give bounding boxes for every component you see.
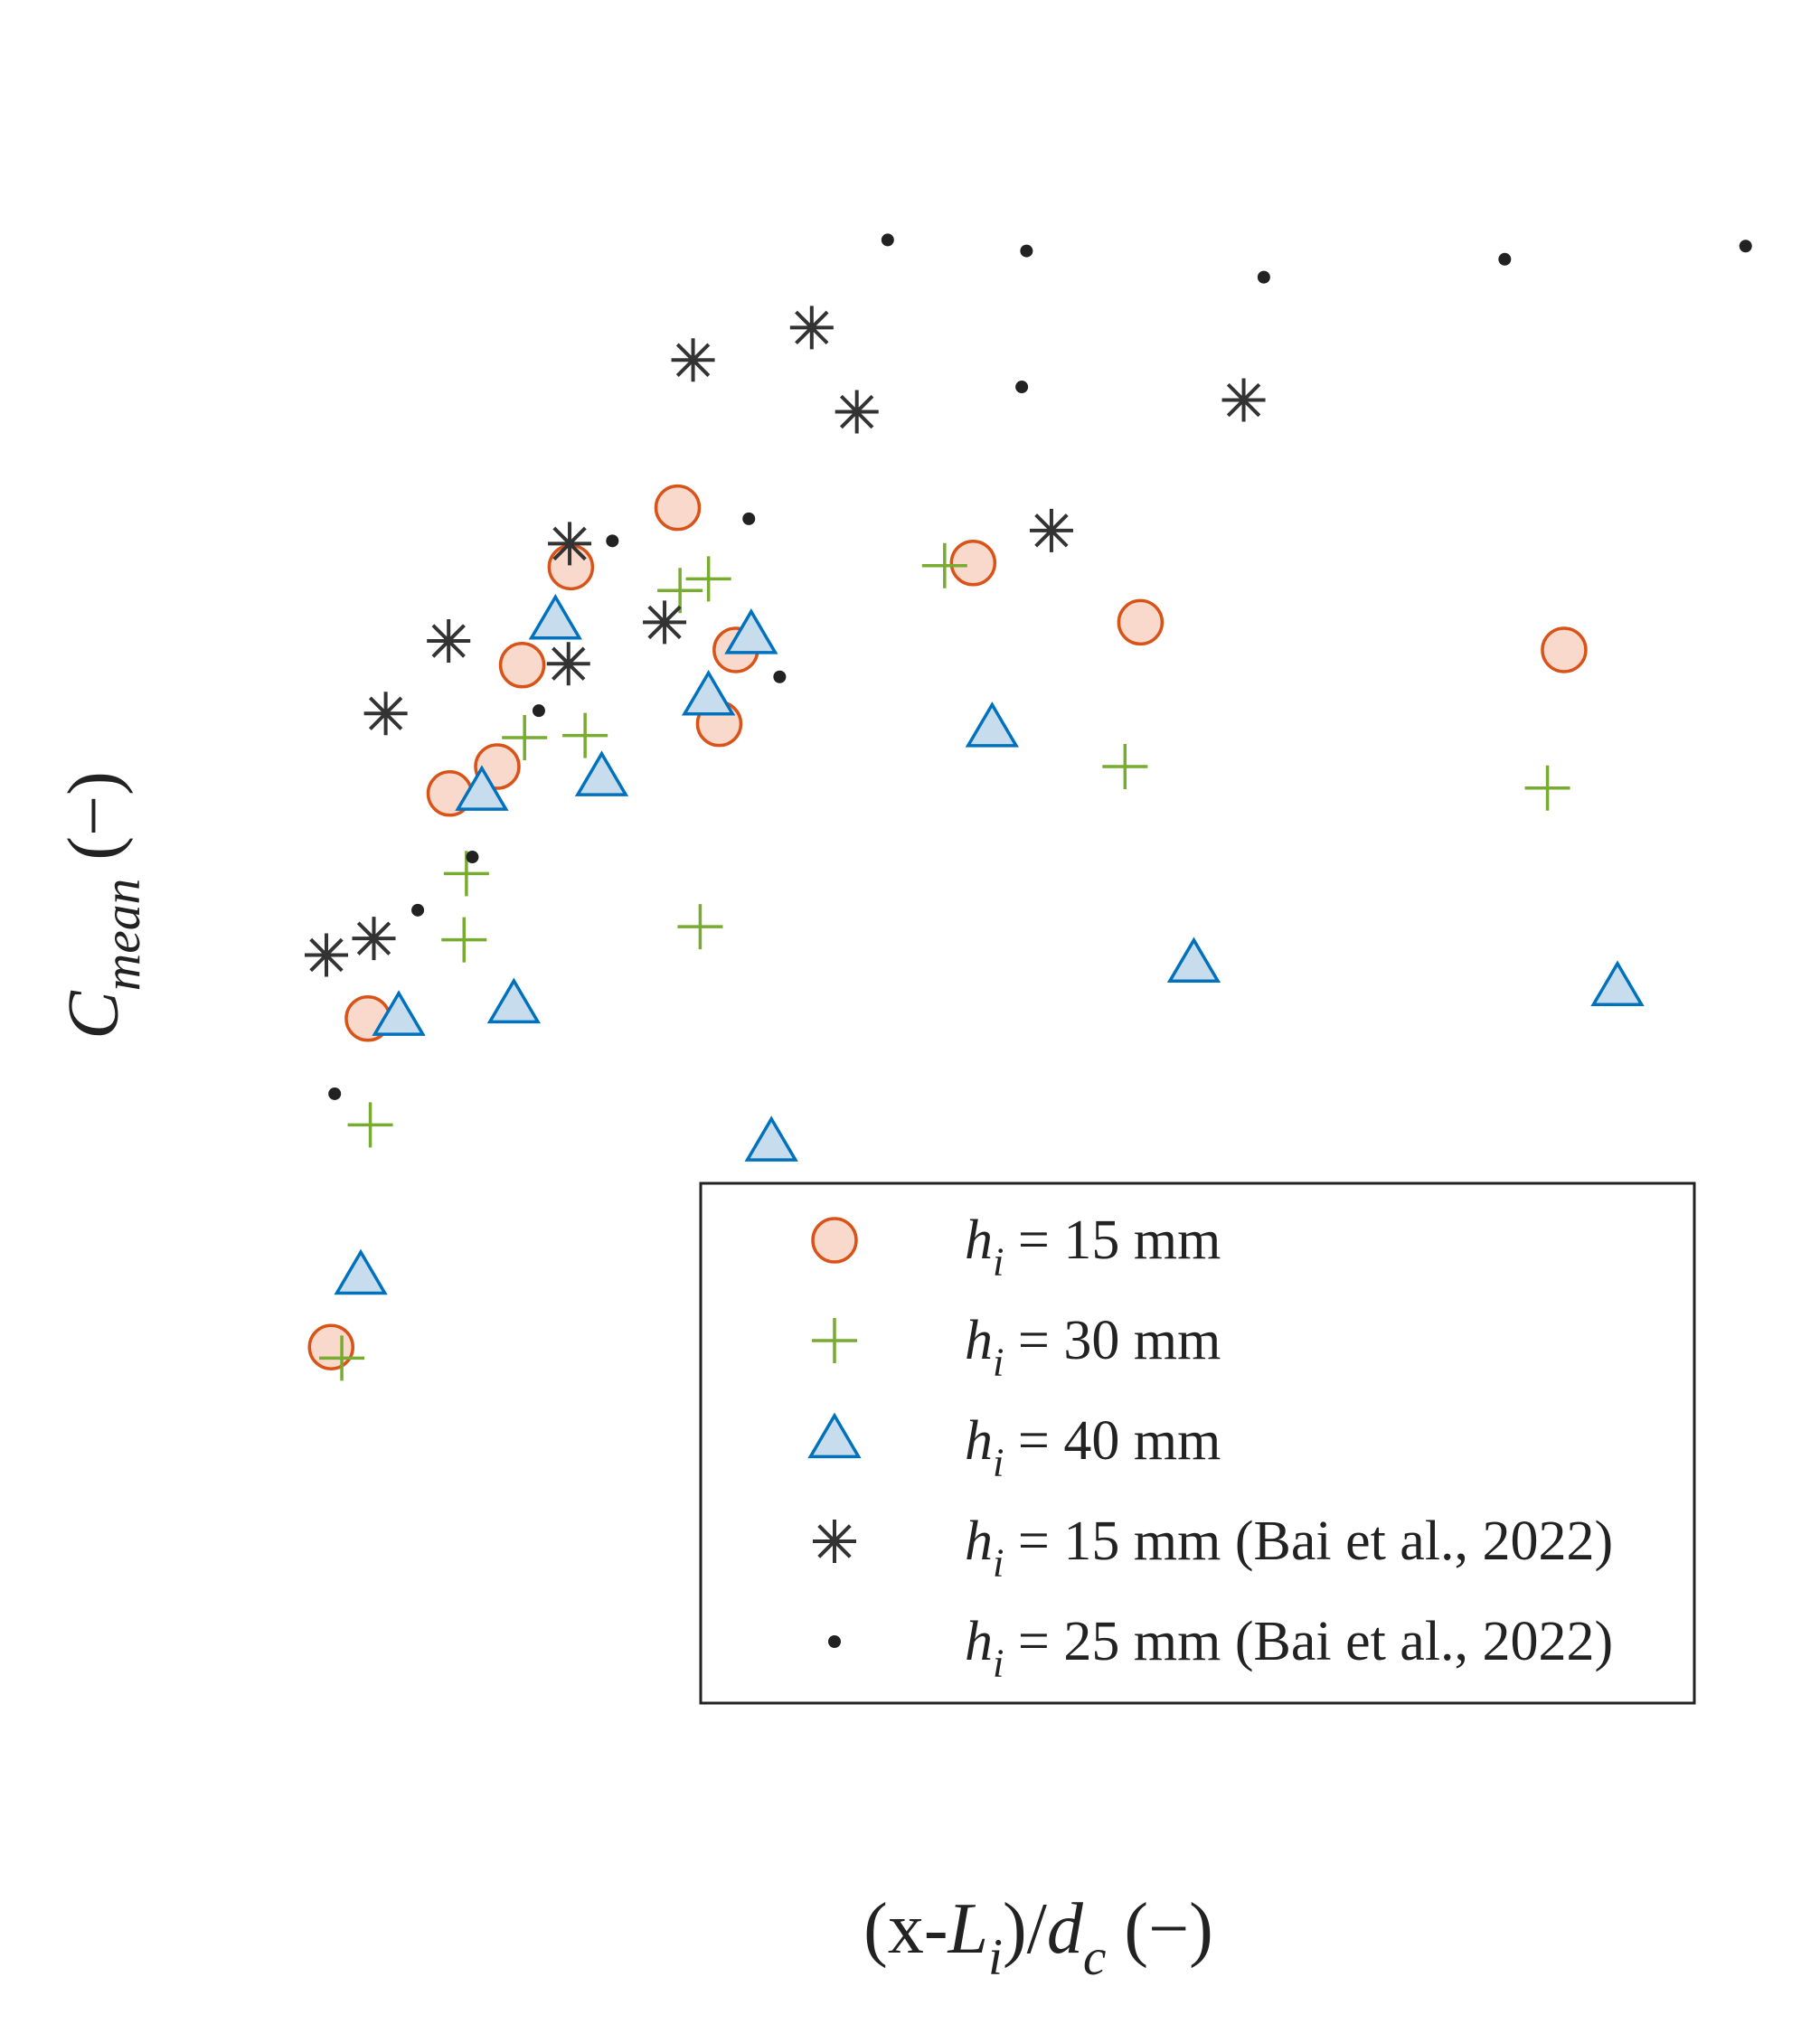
marker [657, 568, 703, 614]
marker [498, 642, 546, 689]
marker [1102, 744, 1148, 790]
marker [411, 903, 425, 917]
marker [881, 233, 894, 247]
marker [328, 1087, 342, 1100]
marker [334, 1248, 388, 1295]
marker [305, 933, 348, 977]
marker [486, 977, 542, 1024]
marker [455, 765, 509, 811]
y-axis-label: Cmean (−) [54, 771, 151, 1040]
marker [1590, 960, 1645, 1007]
marker [828, 1635, 841, 1648]
x-axis-label: (x-Li)/dc (−) [863, 1889, 1213, 1986]
marker [742, 512, 756, 525]
marker [347, 1102, 393, 1148]
marker [1541, 626, 1588, 673]
marker [724, 608, 778, 654]
marker [671, 338, 715, 382]
legend-label: hi = 25 mm (Bai et al., 2022) [965, 1611, 1613, 1686]
marker [677, 904, 723, 950]
marker [1524, 765, 1570, 811]
marker [813, 1520, 856, 1563]
marker [574, 750, 629, 796]
marker [466, 851, 479, 864]
marker [1166, 937, 1221, 984]
marker [949, 540, 997, 587]
marker [352, 917, 396, 961]
legend-label: hi = 15 mm (Bai et al., 2022) [965, 1511, 1613, 1586]
marker [921, 542, 967, 588]
marker [1257, 270, 1270, 284]
marker [789, 306, 834, 350]
marker [773, 670, 787, 683]
marker [606, 534, 619, 548]
marker [307, 1323, 354, 1370]
marks [305, 233, 1752, 1381]
marker [643, 600, 687, 645]
marker [1020, 244, 1033, 258]
marker [1498, 252, 1512, 266]
legend: hi = 15 mm hi = 30 mm hi = 40 mm hi = 15 mm… [699, 1181, 1696, 1705]
marker [1015, 381, 1029, 394]
marker [546, 642, 590, 686]
marker [319, 1335, 365, 1381]
marker [427, 619, 471, 664]
marker [548, 522, 592, 566]
legend-label: hi = 15 mm [965, 1210, 1221, 1285]
legend-label: hi = 40 mm [965, 1410, 1221, 1485]
marker [1221, 378, 1266, 422]
marker [681, 669, 736, 716]
marker [685, 556, 731, 602]
marker [562, 712, 608, 758]
marker [1117, 598, 1165, 646]
marker [811, 1217, 858, 1264]
marker [1739, 240, 1752, 253]
marker [441, 917, 487, 963]
marker [532, 704, 545, 718]
marker [654, 484, 702, 532]
marker [807, 1412, 862, 1459]
marker [363, 692, 408, 736]
legend-box [699, 1181, 1696, 1705]
marker [835, 390, 879, 434]
marker [502, 714, 548, 760]
marker [744, 1116, 798, 1162]
marker [812, 1318, 857, 1363]
marker [965, 701, 1019, 748]
legend-label: hi = 30 mm [965, 1310, 1221, 1385]
marker [372, 990, 426, 1036]
marker [1029, 508, 1073, 552]
axes: (x-Li)/dc (−) Cmean (−) [54, 771, 1213, 1986]
marker [528, 593, 582, 640]
